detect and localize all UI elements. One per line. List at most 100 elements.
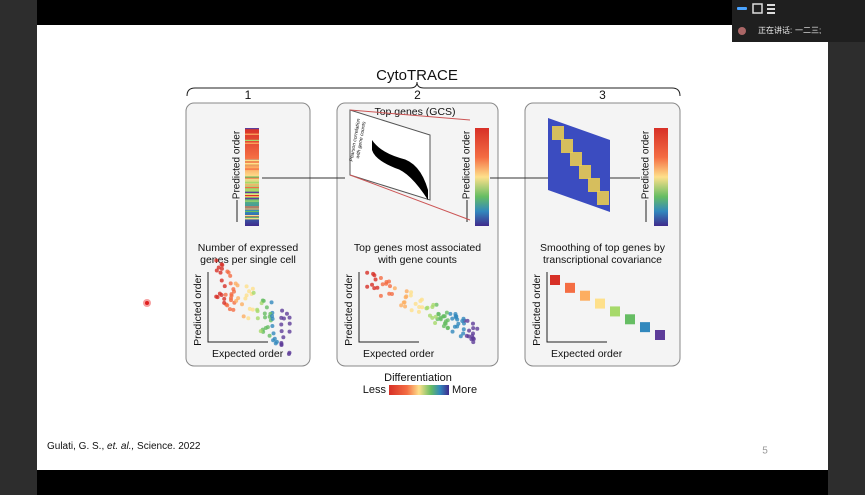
- scatter-point: [387, 284, 392, 289]
- scatter-point: [445, 326, 450, 331]
- scatter-point: [263, 315, 268, 320]
- bar-stripe: [245, 142, 259, 144]
- scatter-point: [408, 293, 413, 298]
- page-number: 5: [762, 446, 768, 457]
- scatter-point: [228, 273, 233, 278]
- scatter-y-label: Predicted order: [192, 274, 204, 346]
- scatter-point: [375, 285, 380, 290]
- panel-caption: Number of expressed: [198, 242, 299, 254]
- scatter-point: [471, 340, 476, 345]
- bar-stripe: [245, 168, 259, 170]
- scatter-point: [284, 311, 289, 316]
- bar-stripe: [245, 200, 259, 202]
- order-bar: [475, 128, 489, 226]
- minimize-icon[interactable]: [737, 7, 747, 10]
- scatter-point: [442, 314, 447, 319]
- scatter-block: [640, 322, 650, 333]
- scatter-x-label: Expected order: [363, 348, 435, 360]
- scatter-axes: [207, 272, 268, 343]
- scatter-point: [225, 303, 230, 308]
- scatter-point: [251, 290, 256, 295]
- bar-stripe: [245, 177, 259, 179]
- bar-stripe: [245, 139, 259, 141]
- scatter-point: [273, 341, 278, 346]
- scatter-point: [380, 282, 385, 287]
- bar-stripe: [245, 188, 259, 191]
- scatter-point: [370, 282, 375, 287]
- scatter-point: [373, 277, 378, 282]
- bar-label: Predicted order: [641, 130, 652, 199]
- scatter-point: [420, 305, 425, 310]
- scatter-point: [430, 315, 435, 320]
- scatter-point: [219, 278, 224, 283]
- scatter-point: [215, 295, 220, 300]
- bar-stripe: [245, 155, 259, 157]
- scatter-point: [222, 300, 227, 305]
- scatter-point: [279, 329, 284, 334]
- scatter-point: [243, 296, 248, 301]
- scatter-point: [286, 351, 291, 356]
- window-icon[interactable]: [752, 3, 763, 14]
- bar-label: Predicted order: [462, 130, 473, 199]
- scatter-point: [365, 270, 370, 275]
- heatmap-block: [597, 191, 609, 205]
- menu-icon[interactable]: [767, 4, 775, 14]
- bar-stripe: [245, 191, 259, 193]
- bar-stripe: [245, 181, 259, 184]
- top-bar: [37, 0, 828, 25]
- scatter-point: [228, 281, 233, 286]
- bar-stripe: [245, 162, 259, 165]
- scatter-point: [444, 310, 449, 315]
- scatter-point: [392, 286, 397, 291]
- panel-box: [185, 102, 311, 367]
- scatter-point: [219, 266, 224, 271]
- scatter-point: [464, 333, 469, 338]
- scatter-point: [425, 305, 430, 310]
- scatter-point: [240, 302, 245, 307]
- scatter-point: [443, 319, 448, 324]
- scatter-block: [595, 298, 605, 309]
- scatter-point: [216, 265, 221, 270]
- scatter-point: [378, 293, 383, 298]
- scatter-point: [471, 326, 476, 331]
- scatter-x-label: Expected order: [212, 348, 284, 360]
- scatter-point: [223, 292, 228, 297]
- cursor-dot: [145, 301, 149, 305]
- scatter-point: [387, 279, 392, 284]
- scatter-axes: [358, 272, 419, 343]
- scatter-point: [255, 316, 260, 321]
- scatter-point: [279, 341, 284, 346]
- panel-caption: Top genes most associated: [354, 242, 481, 254]
- scatter-point: [261, 298, 266, 303]
- scatter-point: [267, 333, 272, 338]
- scatter-point: [247, 289, 252, 294]
- panel-caption: with gene counts: [377, 254, 457, 266]
- scatter-point: [280, 308, 285, 313]
- scatter-point: [433, 321, 438, 326]
- scatter-point: [378, 275, 383, 280]
- scatter-point: [387, 291, 392, 296]
- scatter-point: [226, 270, 231, 275]
- citation: Gulati, G. S., et. al., Science. 2022: [47, 441, 201, 452]
- panel-caption: genes per single cell: [200, 254, 296, 266]
- scatter-point: [456, 321, 461, 326]
- bar-stripe: [245, 195, 259, 198]
- bar-stripe: [245, 189, 259, 192]
- scatter-point: [279, 322, 284, 327]
- heatmap-block: [561, 139, 573, 153]
- scatter-point: [263, 326, 268, 331]
- scatter-point: [470, 321, 475, 326]
- scatter-point: [365, 284, 370, 289]
- citation-authors: Gulati, G. S.,: [47, 441, 107, 452]
- bottom-bar: [37, 470, 828, 495]
- bar-stripe: [245, 210, 259, 213]
- scatter-y-label: Predicted order: [531, 274, 543, 346]
- scatter-point: [262, 311, 267, 316]
- citation-journal: Science. 2022: [134, 441, 201, 452]
- scatter-point: [234, 298, 239, 303]
- bar-stripe: [245, 216, 259, 218]
- scatter-point: [244, 284, 249, 289]
- bar-stripe: [245, 215, 259, 217]
- scatter-point: [222, 284, 227, 289]
